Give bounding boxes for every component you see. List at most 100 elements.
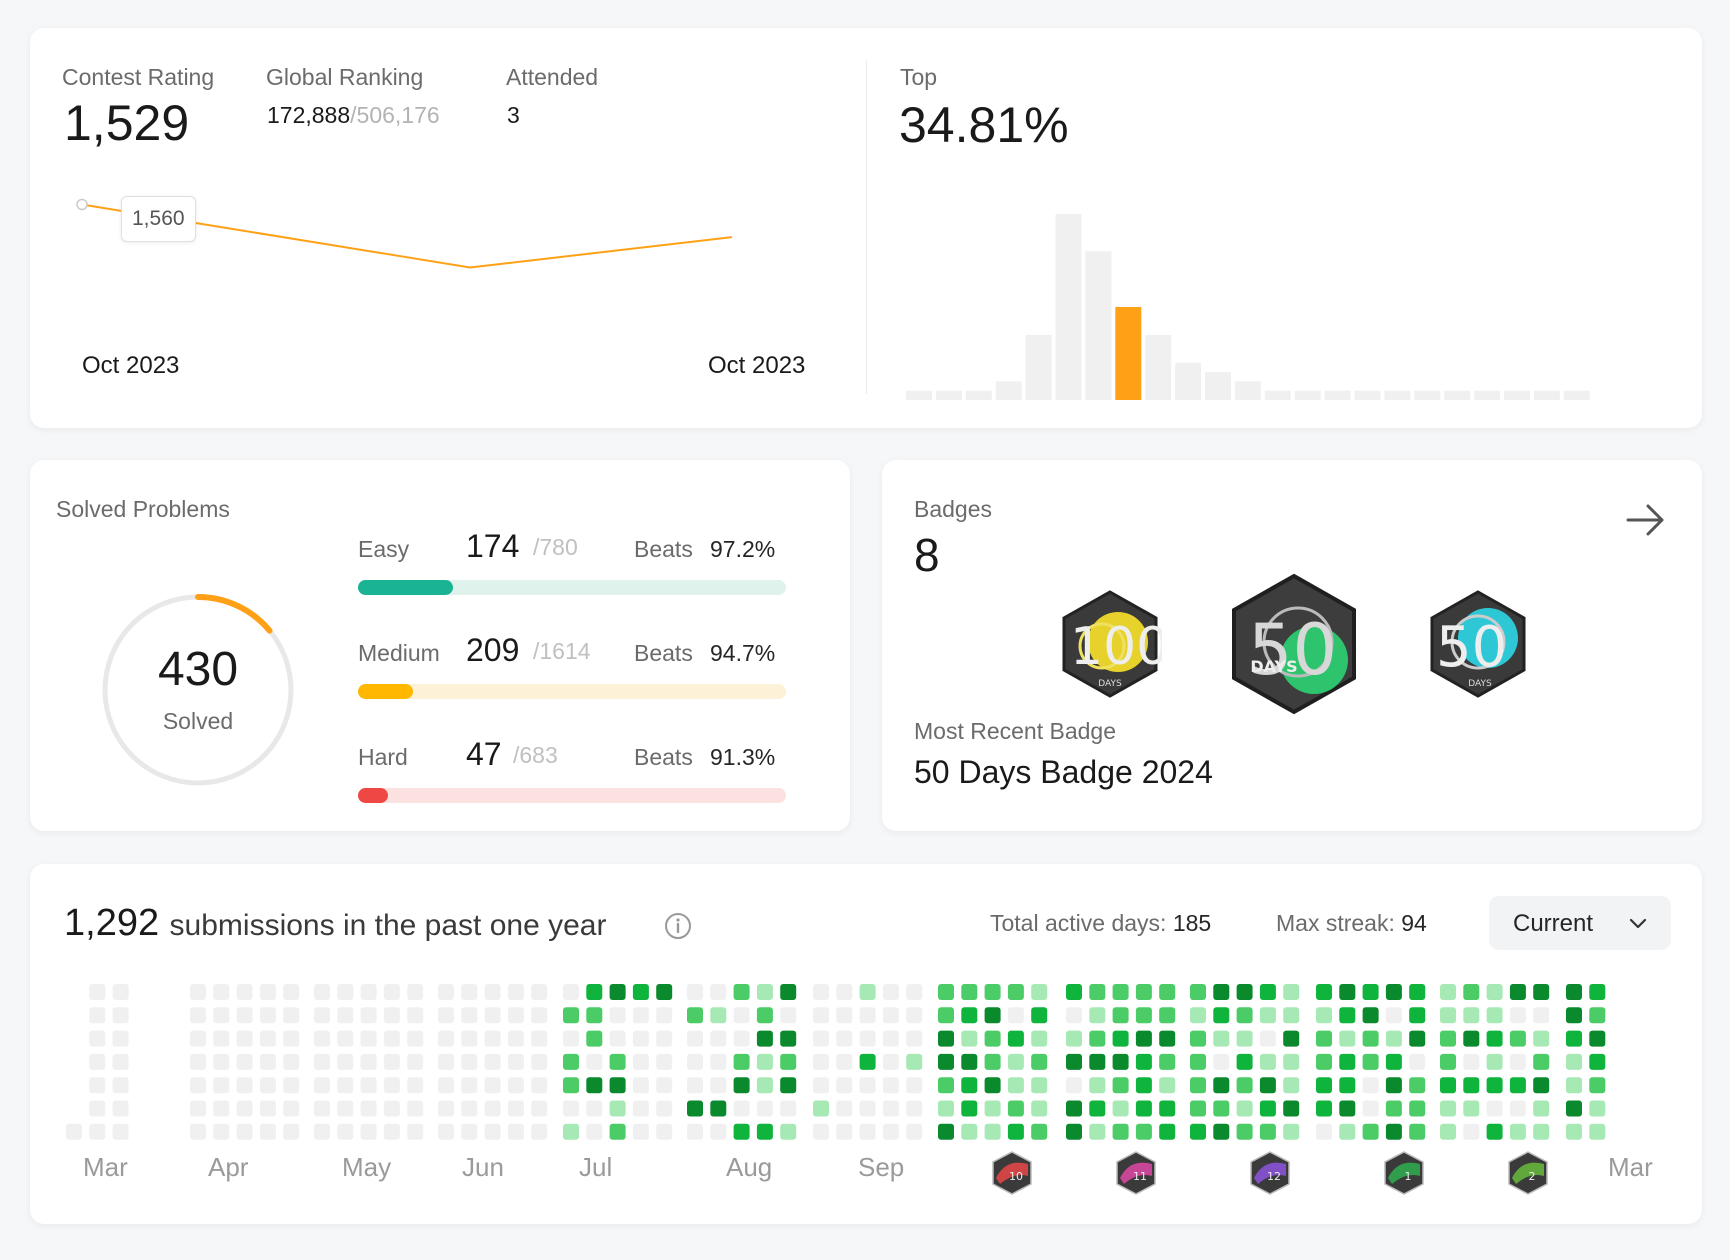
heatmap-cell-12	[112, 1077, 129, 1094]
heatmap-cell-234	[961, 1030, 978, 1047]
heatmap-cell-190	[813, 984, 829, 1000]
heatmap-cell-127	[586, 984, 603, 1000]
heatmap-cell-114	[531, 1007, 548, 1024]
heatmap-cell-102	[484, 1053, 501, 1070]
heatmap-cell-298	[1190, 1053, 1206, 1070]
distribution-bar-1	[935, 390, 962, 400]
heatmap-cell-341	[1339, 1077, 1356, 1094]
hard-progress-bar[interactable]	[358, 788, 786, 803]
distribution-bar-20	[1504, 390, 1530, 400]
heatmap-cell-139	[609, 1100, 626, 1117]
heatmap-cell-342	[1339, 1100, 1356, 1117]
easy-progress-bar[interactable]	[358, 580, 786, 595]
heatmap-cell-182	[756, 1123, 773, 1140]
heatmap-cell-171	[733, 1030, 750, 1047]
heatmap-cell-68	[360, 1077, 377, 1094]
monthly-badge-1-icon[interactable]: 11	[1114, 1150, 1158, 1196]
distribution-bar-13	[1294, 390, 1321, 400]
distribution-bar-4	[1025, 334, 1052, 400]
monthly-badge-4-icon[interactable]: 2	[1506, 1150, 1550, 1196]
heatmap-cell-40	[259, 1077, 276, 1094]
heatmap-cell-161	[687, 1123, 703, 1140]
heatmap-cell-232	[961, 984, 978, 1000]
heatmap-cell-174	[733, 1100, 750, 1117]
heatmap-cell-337	[1339, 984, 1356, 1000]
heatmap-cell-34	[236, 1100, 253, 1117]
heatmap-cell-28	[213, 1123, 230, 1140]
easy-solved: 174	[466, 528, 520, 564]
distribution-bar-6	[1085, 251, 1112, 400]
year-select-dropdown[interactable]: Current	[1489, 896, 1671, 950]
hard-solved: 47	[466, 736, 502, 772]
heatmap-cell-402	[1566, 1030, 1582, 1047]
heatmap-cell-304	[1213, 1030, 1230, 1047]
monthly-badge-2-icon[interactable]: 12	[1248, 1150, 1292, 1196]
badge-50-days-icon[interactable]: 50 DAYS	[1426, 588, 1530, 700]
rating-distribution-chart[interactable]	[900, 178, 1700, 418]
badge-50-days-large-icon[interactable]: 50 DAYS	[1228, 572, 1360, 716]
heatmap-cell-35	[236, 1123, 253, 1140]
heatmap-cell-290	[1159, 1030, 1176, 1047]
contest-divider	[866, 60, 867, 394]
info-icon[interactable]	[664, 912, 692, 940]
heatmap-cell-202	[836, 1100, 853, 1117]
heatmap-cell-373	[1463, 1007, 1480, 1024]
heatmap-cell-225	[938, 984, 954, 1000]
heatmap-cell-266	[1066, 1123, 1082, 1140]
heatmap-cell-404	[1566, 1077, 1582, 1094]
medium-progress-bar[interactable]	[358, 684, 786, 699]
heatmap-cell-77	[383, 1123, 400, 1140]
heatmap-cell-391	[1509, 1100, 1526, 1117]
heatmap-cell-169	[733, 984, 750, 1000]
heatmap-cell-275	[1112, 1007, 1129, 1024]
heatmap-cell-324	[1283, 1007, 1300, 1024]
easy-beats-value: 97.2%	[710, 536, 776, 562]
heatmap-cell-8	[112, 984, 129, 1000]
heatmap-cell-69	[360, 1100, 377, 1117]
distribution-bar-8	[1145, 334, 1172, 400]
heatmap-cell-393	[1533, 984, 1550, 1000]
heatmap-cell-248	[1007, 1030, 1024, 1047]
heatmap-cell-67	[360, 1053, 377, 1070]
solved-progress-ring[interactable]	[98, 590, 298, 790]
heatmap-cell-319	[1259, 1053, 1276, 1070]
heatmap-cell-359	[1409, 1007, 1426, 1024]
heatmap-cell-203	[836, 1123, 853, 1140]
submission-calendar-heatmap[interactable]	[30, 864, 1702, 1224]
heatmap-cell-308	[1213, 1123, 1230, 1140]
heatmap-cell-339	[1339, 1030, 1356, 1047]
heatmap-cell-218	[906, 984, 923, 1000]
badges-title: Badges	[914, 496, 993, 522]
badge-100-days-icon[interactable]: 100 DAYS	[1058, 588, 1162, 700]
medium-solved: 209	[466, 632, 520, 668]
monthly-badge-number-1: 11	[1133, 1170, 1147, 1183]
heatmap-cell-111	[507, 1100, 524, 1117]
badge-3-caption: DAYS	[1468, 679, 1492, 689]
heatmap-cell-364	[1409, 1123, 1426, 1140]
heatmap-cell-123	[563, 1053, 579, 1070]
heatmap-cell-32	[236, 1053, 253, 1070]
rating-tooltip: 1,560	[121, 196, 196, 242]
heatmap-cell-175	[733, 1123, 750, 1140]
distribution-bar-15	[1354, 390, 1381, 400]
arrow-right-icon[interactable]	[1624, 498, 1668, 542]
distribution-bar-2	[965, 390, 992, 400]
heatmap-cell-53	[314, 1053, 330, 1070]
heatmap-cell-385	[1486, 1123, 1503, 1140]
distribution-bar-3	[995, 381, 1022, 400]
heatmap-cell-245	[984, 1123, 1001, 1140]
heatmap-cell-42	[259, 1123, 276, 1140]
heatmap-cell-178	[756, 1030, 773, 1047]
heatmap-cell-160	[687, 1100, 703, 1117]
rating-line-chart[interactable]	[30, 28, 880, 428]
heatmap-cell-195	[813, 1100, 829, 1117]
heatmap-cell-33	[236, 1077, 253, 1094]
heatmap-cell-98	[461, 1123, 478, 1140]
heatmap-cell-389	[1509, 1053, 1526, 1070]
monthly-badge-0-icon[interactable]: 10	[990, 1150, 1034, 1196]
heatmap-cell-78	[407, 984, 424, 1000]
heatmap-cell-36	[259, 984, 276, 1000]
submissions-card: 1,292 submissions in the past one year T…	[30, 864, 1702, 1224]
monthly-badge-3-icon[interactable]: 1	[1382, 1150, 1426, 1196]
heatmap-cell-397	[1533, 1077, 1550, 1094]
